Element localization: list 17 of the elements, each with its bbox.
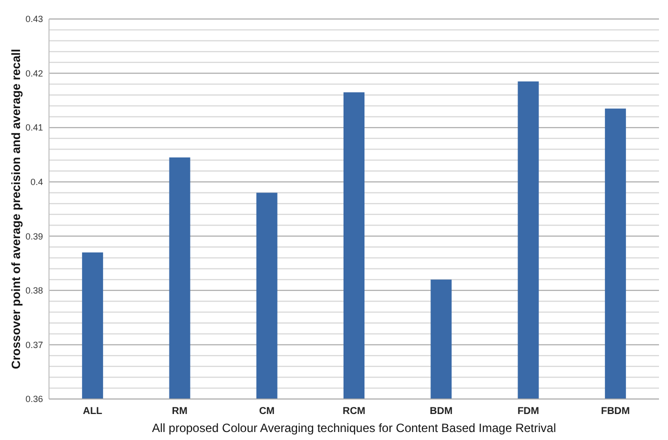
x-tick-label: CM <box>259 406 275 417</box>
x-tick-label: FBDM <box>600 406 630 417</box>
y-tick-label: 0.36 <box>25 394 43 404</box>
y-tick-label: 0.37 <box>25 340 43 350</box>
y-tick-label: 0.38 <box>25 286 43 296</box>
x-tick-label: BDM <box>430 406 453 417</box>
x-tick-label: RCM <box>342 406 366 417</box>
y-tick-label: 0.41 <box>25 122 43 133</box>
x-tick-label: FDM <box>517 406 540 417</box>
x-tick-label: ALL <box>82 406 102 417</box>
y-tick-label: 0.43 <box>25 14 43 24</box>
y-tick-label: 0.4 <box>30 177 43 188</box>
y-tick-label: 0.39 <box>25 231 43 242</box>
y-tick-label: 0.42 <box>25 68 43 78</box>
x-axis-title: All proposed Colour Averaging techniques for Content Based Image Retrival <box>152 421 556 435</box>
x-tick-label: RM <box>172 406 188 417</box>
y-axis-title: Crossover point of average precision and average recall <box>9 48 23 370</box>
